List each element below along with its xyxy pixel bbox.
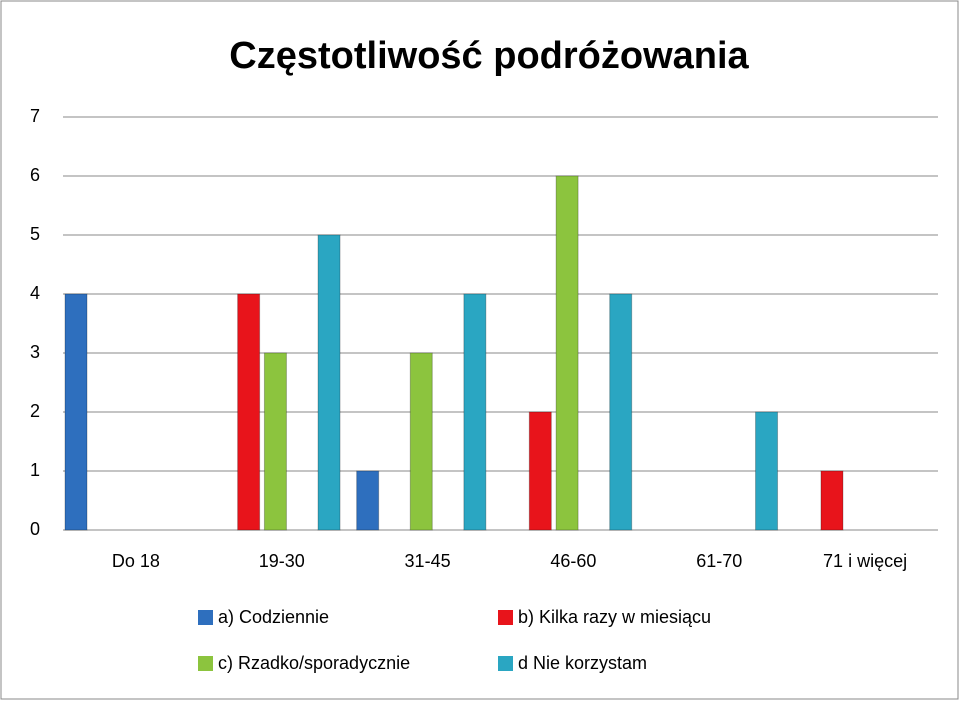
bar bbox=[609, 293, 633, 531]
y-tick-label: 7 bbox=[30, 106, 40, 126]
x-tick-label: 31-45 bbox=[405, 551, 451, 571]
x-tick-label: 19-30 bbox=[259, 551, 305, 571]
bar bbox=[237, 293, 261, 531]
y-tick-label: 6 bbox=[30, 165, 40, 185]
legend-swatch bbox=[198, 610, 213, 625]
legend-swatch bbox=[198, 656, 213, 671]
legend-swatch bbox=[498, 656, 513, 671]
x-tick-label: 71 i więcej bbox=[823, 551, 907, 571]
bar bbox=[820, 470, 844, 531]
bar bbox=[555, 175, 579, 531]
bar bbox=[317, 234, 341, 531]
x-tick-label: 46-60 bbox=[550, 551, 596, 571]
bar bbox=[263, 352, 287, 531]
x-tick-label: Do 18 bbox=[112, 551, 160, 571]
y-tick-label: 3 bbox=[30, 342, 40, 362]
bar bbox=[64, 293, 88, 531]
legend-label: c) Rzadko/sporadycznie bbox=[218, 653, 410, 673]
y-tick-label: 5 bbox=[30, 224, 40, 244]
bar bbox=[356, 470, 380, 531]
y-tick-label: 1 bbox=[30, 460, 40, 480]
bar bbox=[463, 293, 487, 531]
y-tick-label: 0 bbox=[30, 519, 40, 539]
legend-label: a) Codziennie bbox=[218, 607, 329, 627]
chart-title: Częstotliwość podróżowania bbox=[229, 35, 749, 77]
y-tick-label: 4 bbox=[30, 283, 40, 303]
bar bbox=[755, 411, 779, 531]
legend-swatch bbox=[498, 610, 513, 625]
bar bbox=[528, 411, 552, 531]
y-tick-label: 2 bbox=[30, 401, 40, 421]
legend-label: b) Kilka razy w miesiącu bbox=[518, 607, 711, 627]
bar bbox=[409, 352, 433, 531]
x-tick-label: 61-70 bbox=[696, 551, 742, 571]
legend-label: d Nie korzystam bbox=[518, 653, 647, 673]
